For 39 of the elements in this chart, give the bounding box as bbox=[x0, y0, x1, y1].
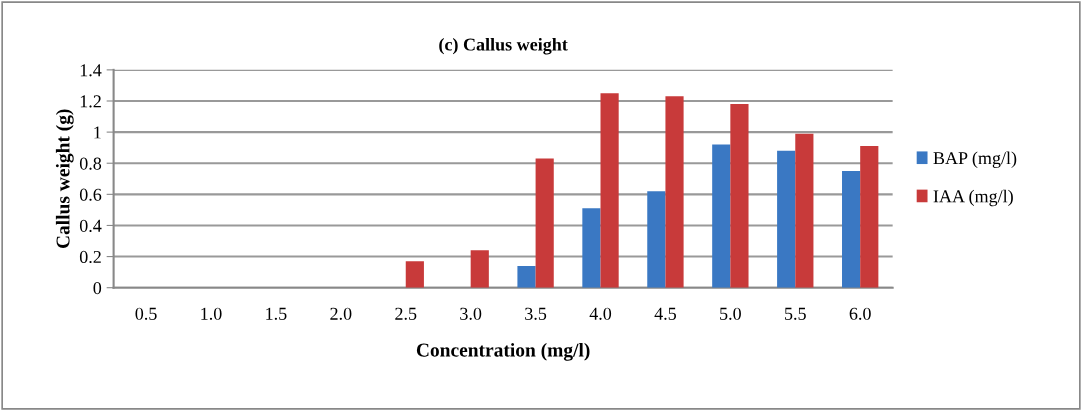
bar bbox=[647, 191, 666, 288]
bar bbox=[517, 265, 536, 288]
bar bbox=[535, 158, 554, 288]
x-tick-label: 2.0 bbox=[330, 307, 352, 320]
x-tick-label: 5.5 bbox=[785, 307, 806, 320]
y-axis-title: Callus weight (g) bbox=[55, 109, 74, 249]
bar bbox=[405, 261, 424, 288]
bar bbox=[795, 133, 814, 288]
bar bbox=[777, 150, 796, 288]
chart-title: (c) Callus weight bbox=[439, 37, 568, 55]
x-tick-label: 4.0 bbox=[589, 307, 612, 320]
bar bbox=[860, 146, 879, 288]
y-tick-label: 1 bbox=[94, 126, 101, 139]
x-tick-label: 6.0 bbox=[849, 307, 871, 320]
x-axis-title: Concentration (mg/l) bbox=[416, 342, 590, 361]
bar bbox=[665, 96, 684, 288]
bar bbox=[842, 171, 861, 288]
bar bbox=[470, 250, 489, 288]
bar bbox=[600, 93, 619, 288]
x-tick-label: 3.5 bbox=[525, 307, 547, 320]
x-tick-label: 5.0 bbox=[720, 307, 741, 320]
y-tick-label: 0.4 bbox=[79, 219, 102, 232]
x-tick-label: 1.0 bbox=[201, 307, 222, 320]
y-tick-label: 1.2 bbox=[80, 95, 101, 108]
x-tick-label: 1.5 bbox=[266, 307, 287, 320]
bar bbox=[712, 144, 731, 288]
x-tick-label: 4.5 bbox=[654, 307, 677, 320]
bar bbox=[730, 104, 749, 288]
y-tick-label: 0.2 bbox=[79, 250, 101, 264]
y-tick-label: 0 bbox=[93, 281, 102, 295]
legend-label: IAA (mg/l) bbox=[933, 189, 1013, 207]
x-tick-label: 3.0 bbox=[460, 307, 482, 320]
legend-label: BAP (mg/l) bbox=[933, 151, 1017, 168]
y-tick-label: 1.4 bbox=[80, 64, 102, 77]
x-tick-label: 0.5 bbox=[135, 307, 157, 320]
bar bbox=[582, 208, 601, 288]
x-tick-label: 2.5 bbox=[395, 307, 417, 320]
y-tick-label: 0.8 bbox=[79, 157, 102, 170]
y-tick-label: 0.6 bbox=[79, 188, 102, 201]
